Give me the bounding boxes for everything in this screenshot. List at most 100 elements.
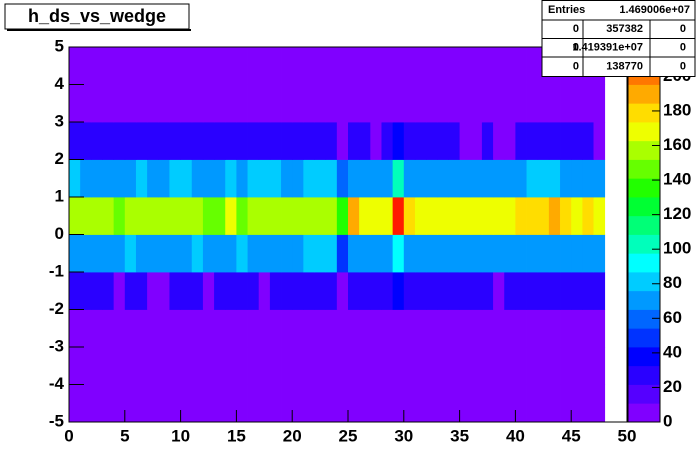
cell — [191, 309, 204, 348]
z-tick-label: 80 — [663, 273, 682, 292]
cell — [80, 197, 92, 235]
cell — [314, 159, 327, 198]
cell — [571, 234, 583, 273]
cell — [214, 272, 226, 310]
cell — [582, 122, 594, 160]
cell — [325, 384, 338, 423]
cell — [180, 47, 193, 85]
cell — [202, 159, 215, 198]
cell — [571, 122, 583, 160]
cell — [571, 84, 583, 123]
cell — [459, 272, 472, 310]
cell — [548, 309, 561, 348]
cell — [258, 159, 271, 198]
z-tick-label: 180 — [663, 100, 691, 119]
stats-cell: 0 — [680, 60, 686, 72]
cell — [202, 234, 215, 273]
cell — [102, 272, 115, 310]
cell — [214, 347, 226, 385]
cell — [180, 159, 193, 198]
cell — [135, 47, 148, 85]
cell — [459, 159, 472, 198]
cell — [124, 122, 137, 160]
cell — [169, 122, 181, 160]
cell — [180, 84, 193, 123]
cell — [269, 347, 282, 385]
cell — [515, 159, 527, 198]
y-tick-label: 5 — [55, 36, 64, 55]
cell — [426, 347, 438, 385]
cell — [493, 47, 505, 85]
cell — [135, 309, 148, 348]
cell — [448, 197, 460, 235]
cell — [180, 384, 193, 423]
cell — [560, 309, 572, 348]
cell — [582, 159, 594, 198]
cell — [236, 347, 248, 385]
cell — [381, 159, 394, 198]
z-tick-label: 60 — [663, 308, 682, 327]
cell — [113, 272, 126, 310]
cell — [147, 47, 159, 85]
cell — [359, 159, 371, 198]
cell — [292, 309, 304, 348]
cell — [359, 47, 371, 85]
cell — [437, 347, 449, 385]
cell — [236, 122, 248, 160]
cell — [124, 197, 137, 235]
z-tick-label: 40 — [663, 342, 682, 361]
cell — [325, 347, 338, 385]
cell — [202, 347, 215, 385]
cell — [414, 272, 427, 310]
cell — [481, 272, 494, 310]
cell — [169, 347, 181, 385]
cell — [102, 159, 115, 198]
cell — [426, 197, 438, 235]
palette-band — [628, 328, 660, 348]
cell — [158, 84, 170, 123]
cell — [314, 234, 327, 273]
cell — [381, 122, 394, 160]
cell — [158, 272, 170, 310]
cell — [158, 234, 170, 273]
cell — [91, 159, 103, 198]
cell — [225, 309, 237, 348]
cell — [348, 234, 360, 273]
cell — [281, 384, 293, 423]
cell — [414, 84, 427, 123]
cell — [571, 159, 583, 198]
cell — [281, 309, 293, 348]
cell — [247, 159, 260, 198]
cell — [102, 347, 115, 385]
cell — [459, 384, 472, 423]
cell — [180, 197, 193, 235]
cell — [515, 309, 527, 348]
cell — [135, 197, 148, 235]
cell — [470, 309, 483, 348]
cell — [147, 347, 159, 385]
cell — [515, 272, 527, 310]
x-tick-label: 40 — [506, 426, 525, 445]
cell — [336, 47, 349, 85]
cell — [582, 309, 594, 348]
cell — [515, 122, 527, 160]
cell — [292, 159, 304, 198]
cell — [493, 272, 505, 310]
cell — [526, 234, 539, 273]
stats-cell: 357382 — [606, 23, 643, 35]
cell — [381, 272, 394, 310]
cell — [348, 159, 360, 198]
cell — [247, 197, 260, 235]
cell — [292, 122, 304, 160]
cell — [336, 84, 349, 123]
z-tick-label: 140 — [663, 170, 691, 189]
cell — [359, 347, 371, 385]
cell — [348, 47, 360, 85]
cell — [392, 384, 405, 423]
cell — [292, 234, 304, 273]
cell — [470, 159, 483, 198]
cell — [91, 347, 103, 385]
cell — [515, 197, 527, 235]
cell — [414, 122, 427, 160]
palette-band — [628, 403, 660, 423]
